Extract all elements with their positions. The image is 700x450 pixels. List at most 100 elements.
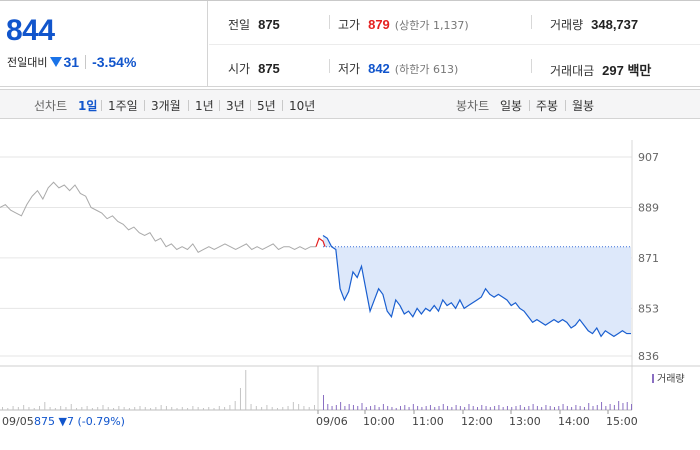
volume-bar — [261, 407, 263, 410]
volume-bar — [150, 408, 152, 410]
period-5y-tab[interactable]: 5년 — [257, 99, 276, 113]
volume-bar — [348, 404, 350, 410]
volume-bar — [468, 404, 470, 410]
volume-bar — [524, 407, 526, 410]
volume-bar — [429, 405, 431, 410]
volume-bar — [583, 407, 585, 410]
volume-bar — [421, 407, 423, 410]
volume-bar — [287, 406, 289, 410]
volume-bar — [352, 405, 354, 410]
volume-bar — [515, 406, 517, 410]
row-divider — [209, 44, 700, 45]
volume-bar — [519, 405, 521, 410]
candle-daily-tab[interactable]: 일봉 — [500, 99, 523, 113]
period-1d-tab[interactable]: 1일 — [78, 99, 98, 113]
volume-bar — [374, 405, 376, 410]
volume-bar — [451, 407, 453, 410]
volume-bar — [485, 406, 487, 410]
volume-bar — [224, 407, 226, 410]
stat-label: 거래량 — [550, 18, 584, 32]
volume-bar — [575, 405, 577, 410]
divider — [531, 15, 532, 29]
volume-bar — [39, 406, 41, 410]
period-3y-tab[interactable]: 3년 — [226, 99, 245, 113]
period-1y-tab[interactable]: 1년 — [195, 99, 214, 113]
volume-bar — [566, 406, 568, 410]
volume-bar — [613, 405, 615, 410]
volume-bar — [481, 405, 483, 410]
volume-bar — [282, 407, 284, 410]
line-chart-title: 선차트 — [34, 99, 68, 113]
stat-value: 297 백만 — [602, 63, 652, 78]
volume-bar — [434, 407, 436, 410]
divider — [219, 100, 220, 111]
volume-bar — [549, 406, 551, 410]
volume-bar — [382, 404, 384, 410]
volume-bar — [618, 401, 620, 410]
stat-trade-value: 거래대금 297 백만 — [550, 60, 651, 79]
volume-bar — [506, 406, 508, 410]
volume-bar — [327, 404, 329, 410]
volume-bar — [511, 407, 513, 410]
volume-bar — [202, 408, 204, 410]
divider — [85, 55, 87, 69]
volume-bar — [541, 407, 543, 410]
volume-bars — [2, 370, 632, 410]
x-tick-label: 13:00 — [509, 415, 541, 428]
period-3m-tab[interactable]: 3개월 — [151, 99, 181, 113]
volume-bar — [208, 407, 210, 410]
volume-bar — [23, 405, 25, 410]
stat-value: 842 — [368, 61, 390, 76]
volume-bar — [97, 407, 99, 410]
volume-bar — [171, 407, 173, 410]
volume-bar — [331, 406, 333, 410]
y-tick-label: 853 — [638, 302, 659, 315]
volume-bar — [494, 406, 496, 410]
volume-bar — [477, 407, 478, 410]
stat-value: 879 — [368, 17, 390, 32]
stat-high: 고가 879 (상한가 1,137) — [338, 16, 469, 33]
volume-bar — [489, 407, 491, 410]
volume-bar — [128, 408, 130, 410]
stat-low: 저가 842 (하한가 613) — [338, 60, 458, 77]
volume-bar — [498, 405, 500, 410]
candle-weekly-tab[interactable]: 주봉 — [536, 99, 559, 113]
volume-bar — [400, 406, 401, 410]
volume-bar — [536, 406, 538, 410]
volume-bar — [292, 402, 294, 410]
volume-bar — [165, 406, 167, 410]
volume-bar — [271, 407, 273, 410]
y-tick-label: 907 — [638, 151, 659, 164]
volume-bar — [314, 405, 315, 410]
volume-bar — [234, 401, 236, 410]
volume-bar — [303, 406, 305, 410]
volume-bar — [378, 407, 380, 410]
quote-header: 844 전일대비 31 -3.54% 전일 875 고가 879 (상한가 1,… — [0, 0, 700, 87]
volume-bar — [160, 405, 162, 410]
volume-bar — [49, 407, 51, 410]
volume-legend-label: 거래량 — [657, 373, 685, 385]
volume-bar — [442, 404, 444, 410]
stat-prev-close: 전일 875 — [228, 16, 280, 33]
volume-bar — [528, 406, 530, 410]
candle-monthly-tab[interactable]: 월봉 — [572, 99, 595, 113]
volume-bar — [447, 406, 449, 410]
y-axis-labels: 907 889 871 853 836 — [638, 151, 659, 363]
volume-bar — [255, 406, 257, 410]
y-tick-label: 836 — [638, 350, 659, 363]
stat-label: 고가 — [338, 18, 361, 32]
volume-bar — [357, 406, 359, 410]
x-tick-label: 10:00 — [363, 415, 395, 428]
price-chart[interactable]: 907 889 871 853 836 09/06 10:00 11:00 12:00 13:0… — [0, 120, 700, 450]
stat-sub: (상한가 1,137) — [394, 19, 469, 32]
period-10y-tab[interactable]: 10년 — [289, 99, 316, 113]
volume-bar — [86, 406, 88, 410]
volume-bar — [7, 408, 9, 410]
period-1w-tab[interactable]: 1주일 — [108, 99, 138, 113]
volume-bar — [298, 404, 300, 410]
volume-bar — [323, 395, 324, 410]
volume-bar — [631, 404, 632, 410]
volume-bar — [558, 406, 560, 410]
volume-bar — [155, 407, 157, 410]
volume-bar — [308, 407, 310, 410]
